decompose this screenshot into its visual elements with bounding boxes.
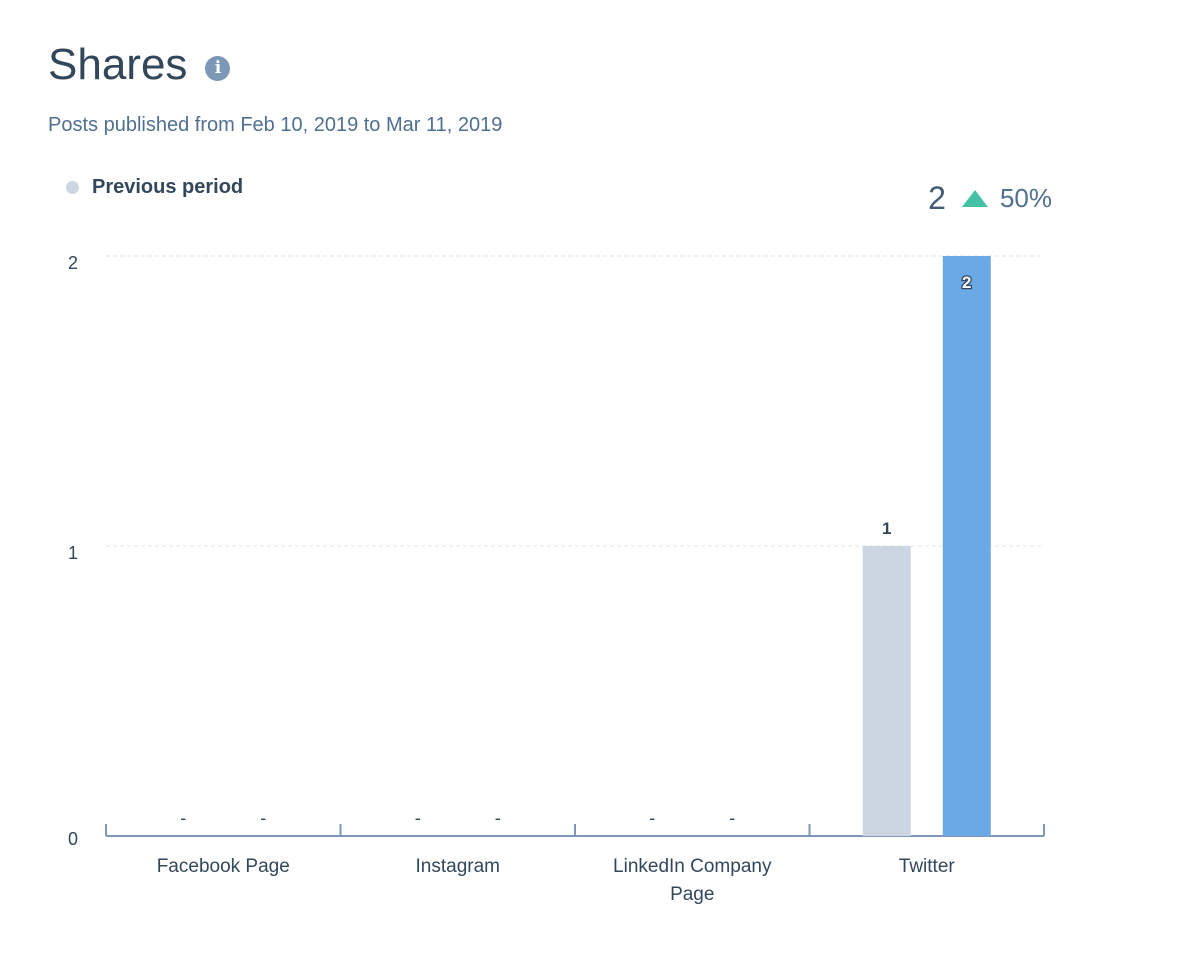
legend-dot-icon: [66, 181, 79, 194]
bar: [862, 546, 911, 836]
empty-bar-label: -: [180, 808, 186, 828]
y-tick-label: 0: [68, 829, 78, 849]
x-tick-label: LinkedIn Company: [613, 856, 772, 877]
chart-title-row: Shares i: [48, 40, 231, 90]
data-label: 2: [962, 273, 971, 292]
y-tick-label: 2: [68, 253, 78, 273]
date-range-subtitle: Posts published from Feb 10, 2019 to Mar…: [48, 114, 503, 136]
summary-change: 50%: [999, 183, 1052, 213]
legend[interactable]: Previous period: [66, 176, 243, 199]
empty-bar-label: -: [415, 808, 421, 828]
trend-up-icon: [961, 190, 988, 207]
y-tick-label: 1: [68, 543, 78, 563]
empty-bar-label: -: [729, 808, 735, 828]
data-label: 1: [882, 519, 891, 538]
empty-bar-label: -: [495, 808, 501, 828]
info-icon[interactable]: i: [205, 55, 231, 81]
legend-label: Previous period: [92, 176, 244, 198]
empty-bar-label: -: [260, 808, 266, 828]
x-tick-label: Twitter: [899, 856, 956, 877]
x-tick-label: Page: [670, 884, 714, 905]
empty-bar-label: -: [649, 808, 655, 828]
summary: 2 50%: [928, 180, 1052, 217]
x-tick-label: Instagram: [416, 856, 500, 877]
x-tick-label: Facebook Page: [157, 856, 290, 877]
page-title: Shares: [48, 40, 188, 89]
summary-value: 2: [928, 180, 946, 216]
bar: [942, 256, 991, 836]
